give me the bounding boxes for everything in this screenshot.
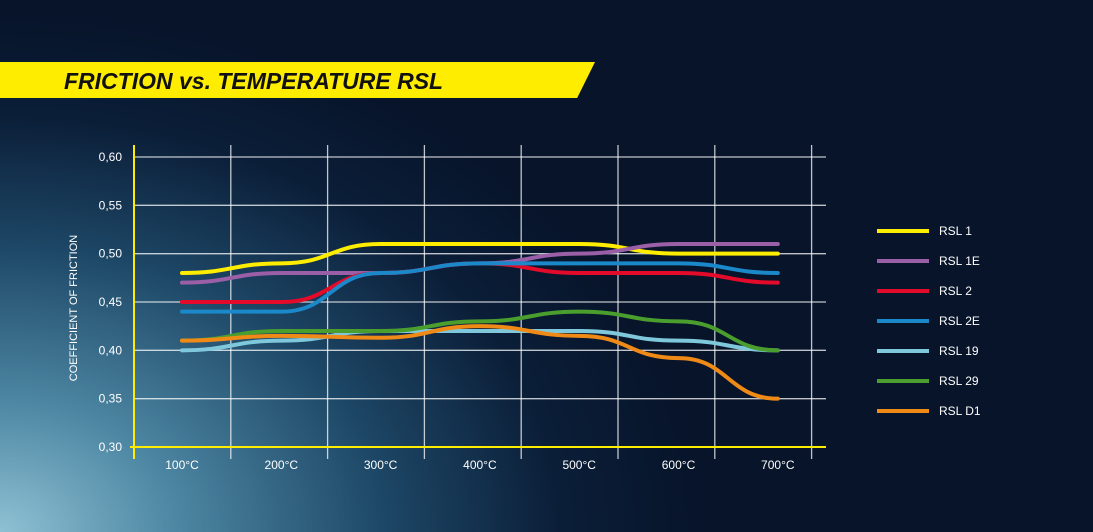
series-line-rsl-29: [180, 309, 780, 353]
legend-item: RSL 2E: [877, 306, 981, 336]
legend-swatch: [877, 409, 929, 413]
y-tick-label: 0,50: [99, 247, 123, 261]
legend-label: RSL 2E: [939, 314, 980, 328]
series-line-rsl-19: [180, 328, 780, 353]
legend-item: RSL 2: [877, 276, 981, 306]
x-tick-label: 200°C: [265, 458, 299, 472]
legend-swatch: [877, 379, 929, 383]
y-tick-label: 0,40: [99, 343, 123, 357]
legend-swatch: [877, 319, 929, 323]
y-tick-label: 0,30: [99, 440, 123, 454]
series-line-rsl-d1: [180, 324, 780, 401]
legend-item: RSL 1: [877, 216, 981, 246]
series-line-rsl-2e: [180, 261, 780, 314]
legend-label: RSL 2: [939, 284, 972, 298]
x-tick-label: 400°C: [463, 458, 497, 472]
y-tick-label: 0,35: [99, 392, 123, 406]
legend-label: RSL 1: [939, 224, 972, 238]
legend-swatch: [877, 229, 929, 233]
series-line-rsl-1: [180, 241, 780, 275]
legend-item: RSL 19: [877, 336, 981, 366]
legend-item: RSL 29: [877, 366, 981, 396]
chart-title: FRICTION vs. TEMPERATURE RSL: [64, 68, 444, 94]
x-tick-label: 300°C: [364, 458, 398, 472]
legend-swatch: [877, 349, 929, 353]
title-banner: FRICTION vs. TEMPERATURE RSL: [0, 62, 595, 98]
legend-swatch: [877, 259, 929, 263]
legend: RSL 1 RSL 1E RSL 2 RSL 2E RSL 19 RSL 29 RSL D1: [877, 216, 981, 426]
legend-item: RSL 1E: [877, 246, 981, 276]
legend-swatch: [877, 289, 929, 293]
legend-label: RSL 1E: [939, 254, 980, 268]
legend-label: RSL 19: [939, 344, 979, 358]
x-tick-label: 700°C: [761, 458, 795, 472]
y-axis-label: COEFFICIENT OF FRICTION: [68, 235, 80, 382]
legend-label: RSL 29: [939, 374, 979, 388]
legend-item: RSL D1: [877, 396, 981, 426]
y-tick-label: 0,45: [99, 295, 123, 309]
x-tick-label: 600°C: [662, 458, 696, 472]
y-tick-label: 0,55: [99, 198, 123, 212]
x-tick-label: 100°C: [165, 458, 199, 472]
y-tick-label: 0,60: [99, 150, 123, 164]
x-tick-label: 500°C: [562, 458, 596, 472]
legend-label: RSL D1: [939, 404, 981, 418]
series-line-rsl-2: [180, 261, 780, 305]
